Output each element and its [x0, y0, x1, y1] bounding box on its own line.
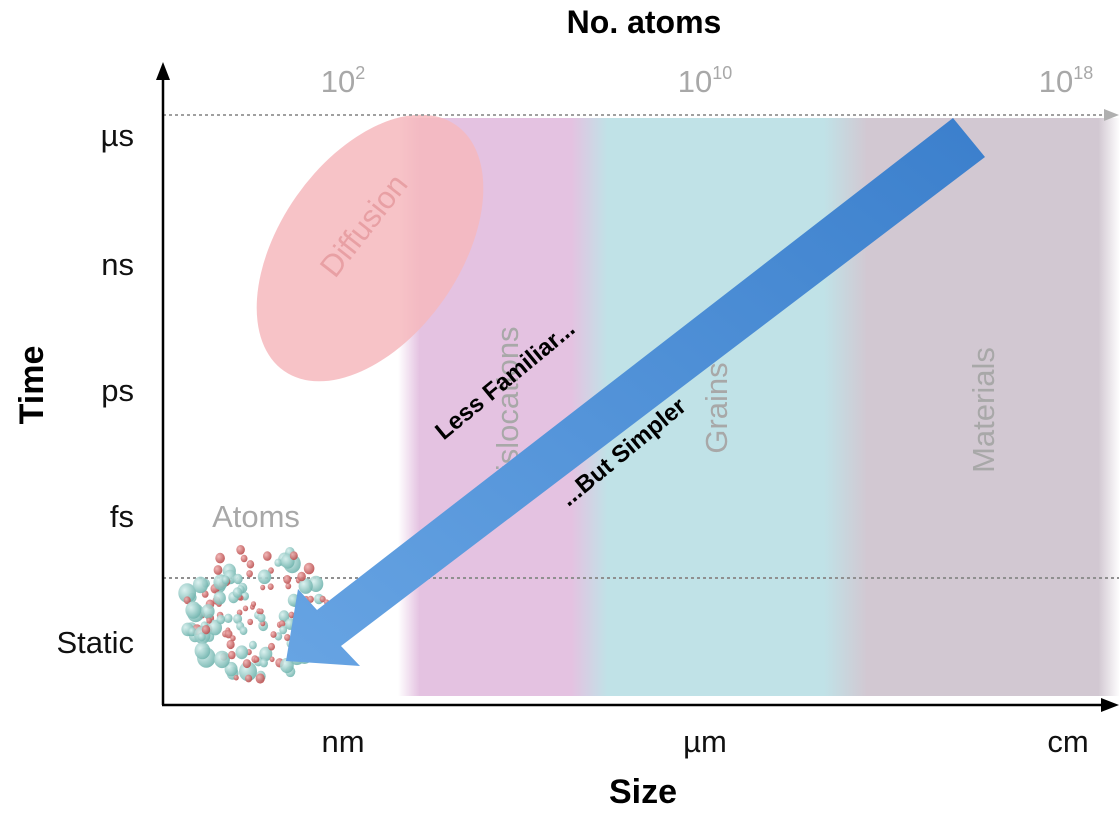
atom-sphere-red: [246, 570, 253, 578]
y-axis-title: Time: [13, 346, 51, 425]
atom-sphere-teal: [201, 604, 215, 619]
atom-sphere-red: [240, 554, 248, 563]
atom-sphere-red: [233, 674, 239, 681]
materials-label: Materials: [966, 347, 1001, 473]
atom-sphere-red: [288, 611, 295, 619]
atom-sphere-teal: [221, 575, 230, 585]
atom-sphere-red: [260, 584, 266, 591]
atom-sphere-red: [278, 620, 286, 628]
atom-sphere-teal: [233, 573, 243, 585]
top-dotted-arrowhead: [1104, 109, 1119, 121]
atom-sphere-teal: [214, 650, 230, 669]
x-axis-title: Size: [609, 773, 677, 811]
top-axis-title: No. atoms: [567, 4, 722, 40]
atom-sphere-red: [285, 582, 292, 590]
atom-sphere-red: [228, 650, 236, 660]
atom-sphere-red: [319, 595, 326, 603]
atom-sphere-teal: [257, 613, 266, 623]
atom-sphere-red: [258, 608, 264, 615]
y-tick-us: µs: [101, 118, 134, 153]
atom-sphere-teal: [207, 619, 222, 636]
x-tick-nm: nm: [321, 724, 364, 759]
atom-sphere-red: [283, 575, 292, 584]
atom-sphere-teal: [192, 576, 209, 594]
atom-sphere-red: [230, 635, 236, 642]
atom-sphere-red: [263, 551, 272, 561]
atom-sphere-teal: [280, 657, 294, 674]
atom-sphere-red: [247, 618, 254, 626]
atoms-label: Atoms: [212, 499, 300, 534]
atom-sphere-red: [213, 565, 223, 575]
atom-sphere-teal: [239, 626, 248, 635]
atom-sphere-red: [270, 631, 277, 638]
grains-label: Grains: [699, 362, 734, 453]
atom-sphere-teal: [278, 610, 290, 622]
atom-sphere-red: [268, 642, 275, 651]
y-tick-fs: fs: [110, 499, 134, 534]
y-tick-static: Static: [56, 625, 134, 660]
atom-sphere-red: [303, 562, 315, 575]
atom-sphere-teal: [224, 613, 233, 623]
atom-sphere-teal: [233, 614, 243, 624]
atom-sphere-red: [253, 656, 260, 663]
atom-sphere-teal: [259, 646, 273, 662]
atom-sphere-red: [201, 625, 211, 635]
atom-sphere-red: [297, 571, 306, 582]
atom-sphere-red: [246, 560, 255, 569]
y-tick-ns: ns: [101, 247, 134, 282]
top-axis-tick-2: 1010: [678, 63, 733, 99]
x-tick-um: µm: [683, 724, 727, 759]
x-tick-cm: cm: [1047, 724, 1088, 759]
top-axis-tick-1: 102: [321, 63, 366, 99]
atom-sphere-teal: [216, 614, 226, 625]
progression-arrow: [286, 118, 985, 666]
atom-sphere-red: [289, 551, 298, 561]
atom-sphere-red: [245, 674, 253, 683]
atom-sphere-red: [284, 634, 291, 641]
atom-sphere-teal: [259, 658, 268, 668]
atom-sphere-teal: [274, 558, 283, 567]
atom-sphere-teal: [178, 583, 197, 603]
x-axis-arrowhead: [1101, 698, 1119, 712]
atom-sphere-red: [267, 583, 274, 590]
atom-sphere-red: [183, 596, 191, 605]
atom-sphere-red: [224, 629, 233, 639]
atom-sphere-teal: [249, 640, 257, 650]
atom-sphere-teal: [298, 578, 313, 594]
atom-sphere-red: [242, 659, 251, 669]
atom-sphere-teal: [239, 661, 257, 682]
atom-sphere-red: [269, 656, 275, 663]
atom-sphere-red: [236, 545, 245, 555]
y-tick-ps: ps: [101, 373, 134, 408]
atom-sphere-teal: [232, 587, 243, 598]
atom-sphere-red: [215, 552, 225, 564]
atom-sphere-teal: [235, 645, 249, 660]
atom-sphere-teal: [185, 601, 202, 619]
atom-sphere-red: [206, 617, 212, 624]
diffusion-region: [256, 114, 484, 382]
atom-sphere-red: [226, 639, 235, 650]
atom-sphere-teal: [197, 632, 206, 642]
y-axis-arrowhead: [156, 62, 170, 80]
atom-sphere-red: [250, 601, 257, 607]
atom-sphere-red: [255, 673, 265, 684]
atom-sphere-red: [242, 605, 249, 612]
atom-sphere-teal: [194, 642, 211, 660]
atom-sphere-teal: [279, 625, 288, 635]
top-axis-tick-3: 1018: [1039, 63, 1094, 99]
atom-sphere-teal: [257, 569, 272, 585]
atom-sphere-teal: [213, 591, 226, 605]
scale-bands: [398, 118, 1119, 696]
atom-sphere-teal: [224, 661, 238, 677]
atom-sphere-red: [307, 595, 314, 603]
